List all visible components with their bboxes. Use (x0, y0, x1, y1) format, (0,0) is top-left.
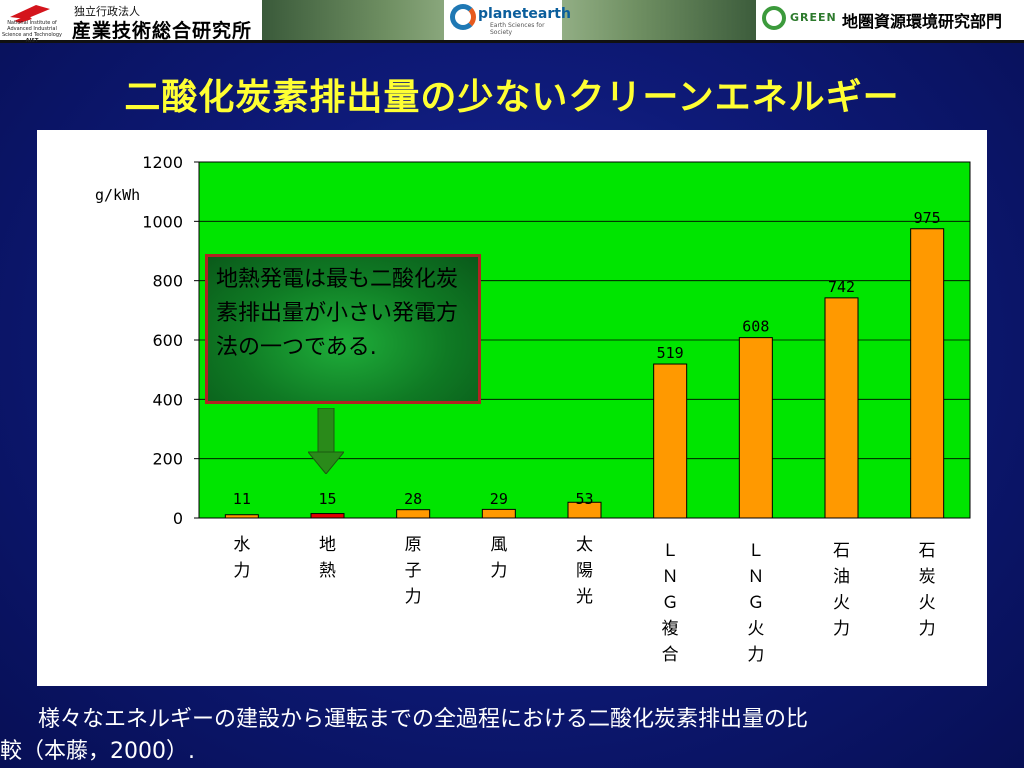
data-label: 28 (404, 490, 422, 508)
bar-9 (910, 228, 945, 519)
aist-logo-icon (10, 5, 50, 23)
data-label: 11 (233, 490, 251, 508)
bar-3 (396, 509, 431, 519)
data-label: 742 (828, 278, 855, 296)
down-arrow-icon (308, 408, 344, 474)
data-label: 15 (318, 490, 336, 508)
x-category-label: ＬＮＧ火力 (747, 541, 764, 665)
header-divider (0, 40, 1024, 43)
x-category-label: 原子力 (405, 535, 422, 607)
green-name: GREEN (790, 11, 837, 24)
y-tick-label: 0 (173, 509, 183, 528)
x-category-label: 太陽光 (576, 535, 593, 607)
data-label: 519 (657, 344, 684, 362)
x-category-label: 地熱 (319, 535, 336, 581)
green-logo: GREEN 地圏資源環境研究部門 (756, 0, 1024, 40)
x-category-label: 水力 (233, 535, 250, 581)
y-tick-label: 1000 (142, 212, 183, 231)
x-category-label: 風力 (490, 535, 507, 581)
x-category-label: ＬＮＧ複合 (662, 541, 679, 665)
y-tick-label: 800 (152, 272, 183, 291)
planet-earth-icon (450, 4, 476, 30)
planet-earth-subtitle: Earth Sciences for Society (490, 22, 545, 36)
bar-7 (738, 337, 773, 519)
bar-2 (310, 513, 345, 519)
green-icon (762, 6, 786, 30)
y-tick-label: 200 (152, 450, 183, 469)
data-label: 975 (914, 209, 941, 227)
planet-earth-name: planetearth (478, 6, 571, 22)
caption-line-2: 較（本藤，2000）. (0, 739, 195, 764)
aist-english-name: National Institute of Advanced Industria… (2, 20, 62, 44)
y-tick-label: 400 (152, 390, 183, 409)
y-tick-label: 1200 (142, 153, 183, 172)
data-label: 53 (575, 490, 593, 508)
y-tick-label: 600 (152, 331, 183, 350)
y-unit-label: g/kWh (95, 186, 140, 204)
bar-1 (224, 514, 259, 519)
department-name: 地圏資源環境研究部門 (842, 12, 1003, 31)
x-category-label: 石炭火力 (919, 541, 936, 639)
aist-logo: National Institute of Advanced Industria… (0, 0, 262, 44)
geothermal-callout: 地熱発電は最も二酸化炭素排出量が小さい発電方法の一つである. (205, 254, 481, 404)
data-label: 29 (490, 490, 508, 508)
caption-line-1: 様々なエネルギーの建設から運転までの全過程における二酸化炭素排出量の比 (38, 707, 809, 732)
bar-6 (653, 363, 688, 519)
slide-title: 二酸化炭素排出量の少ないクリーンエネルギー (124, 77, 900, 118)
slide-caption: 様々なエネルギーの建設から運転までの全過程における二酸化炭素排出量の比 較（本藤… (0, 704, 1010, 768)
chart-panel: 0 200 400 600 800 1000 1200 g/kWh 11 水力 15 地熱 28 原子力 2… (37, 130, 987, 686)
planet-earth-logo: planetearth Earth Sciences for Society (444, 0, 571, 40)
aist-name: 産業技術総合研究所 (72, 20, 253, 42)
data-label: 608 (742, 318, 769, 336)
bar-4 (481, 508, 516, 519)
aist-subtitle: 独立行政法人 (74, 5, 140, 18)
bar-8 (824, 297, 859, 519)
bar-5 (567, 501, 602, 519)
x-category-label: 石油火力 (833, 541, 850, 639)
